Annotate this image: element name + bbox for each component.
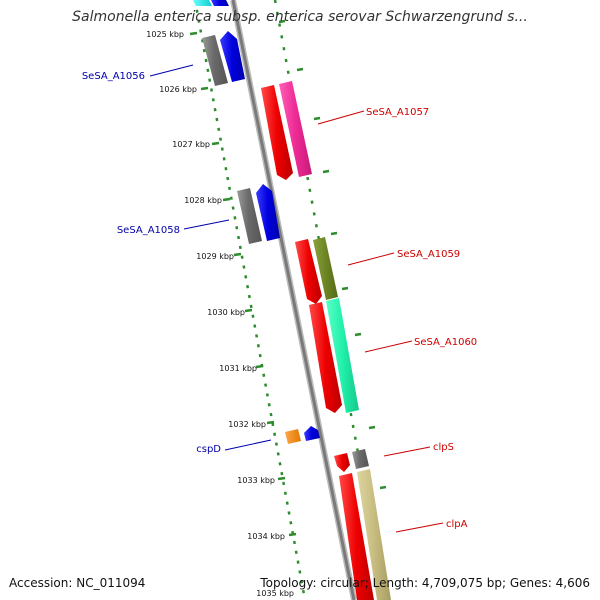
gene-sesa-a1059[interactable]: [295, 239, 322, 304]
tick-label-1031: 1031 kbp: [219, 364, 257, 373]
label-sesa-a1056[interactable]: SeSA_A1056: [82, 71, 145, 82]
leader-sesa-a1056: [149, 64, 194, 77]
feature-top-blue: [211, 0, 229, 6]
label-cspd[interactable]: cspD: [196, 444, 221, 455]
topology-text: Topology: circular; Length: 4,709,075 bp…: [259, 576, 590, 590]
tick-labels: 1025 kbp 1026 kbp 1027 kbp 1028 kbp 1029…: [146, 30, 294, 598]
tick-label-1035: 1035 kbp: [256, 589, 294, 598]
gene-sesa-a1058[interactable]: [256, 184, 280, 241]
tick-label-1030: 1030 kbp: [207, 308, 245, 317]
feature-gray-1056: [202, 35, 228, 86]
feature-mint-1060: [326, 298, 359, 413]
leader-sesa-a1057: [317, 110, 365, 125]
label-sesa-a1060[interactable]: SeSA_A1060: [414, 337, 477, 348]
label-leaders: [149, 64, 444, 533]
tick-label-1026: 1026 kbp: [159, 85, 197, 94]
leader-sesa-a1060: [364, 340, 413, 353]
gene-clps[interactable]: [334, 453, 350, 472]
label-sesa-a1058[interactable]: SeSA_A1058: [117, 225, 180, 236]
tick-marks: [189, 31, 297, 537]
gene-sesa-a1060[interactable]: [309, 302, 342, 413]
tick-label-1027: 1027 kbp: [172, 140, 210, 149]
leader-cspd: [224, 439, 272, 451]
tick-label-1029: 1029 kbp: [196, 252, 234, 261]
gene-cspd[interactable]: [304, 426, 320, 441]
feature-pink-1057: [279, 81, 312, 177]
tick-label-1025: 1025 kbp: [146, 30, 184, 39]
leader-clpa: [395, 522, 444, 533]
feature-khaki-clpa: [357, 469, 391, 600]
feature-gray-1058: [237, 188, 262, 244]
backbone-line: [231, 0, 356, 600]
leader-clps: [383, 446, 431, 457]
left-boundary-line: [193, 0, 307, 600]
right-tick-marks: [278, 19, 387, 490]
tick-label-1032: 1032 kbp: [228, 420, 266, 429]
label-clpa[interactable]: clpA: [446, 519, 468, 530]
leader-sesa-a1059: [347, 252, 395, 266]
gene-sesa-a1056[interactable]: [220, 31, 245, 82]
tick-label-1033: 1033 kbp: [237, 476, 275, 485]
label-clps[interactable]: clpS: [433, 442, 454, 453]
gene-sesa-a1057[interactable]: [261, 85, 293, 180]
feature-gray-clps: [352, 449, 369, 469]
feature-olive-1059: [313, 237, 338, 300]
accession-text: Accession: NC_011094: [9, 576, 145, 590]
gene-clpa[interactable]: [339, 473, 374, 600]
leader-sesa-a1058: [183, 219, 230, 230]
tick-label-1028: 1028 kbp: [184, 196, 222, 205]
feature-top-cyan: [193, 0, 212, 6]
tick-label-1034: 1034 kbp: [247, 532, 285, 541]
map-title: Salmonella enterica subsp. enterica sero…: [72, 9, 528, 25]
feature-orange-cspd: [285, 429, 301, 444]
label-sesa-a1057[interactable]: SeSA_A1057: [366, 107, 429, 118]
label-sesa-a1059[interactable]: SeSA_A1059: [397, 249, 460, 260]
